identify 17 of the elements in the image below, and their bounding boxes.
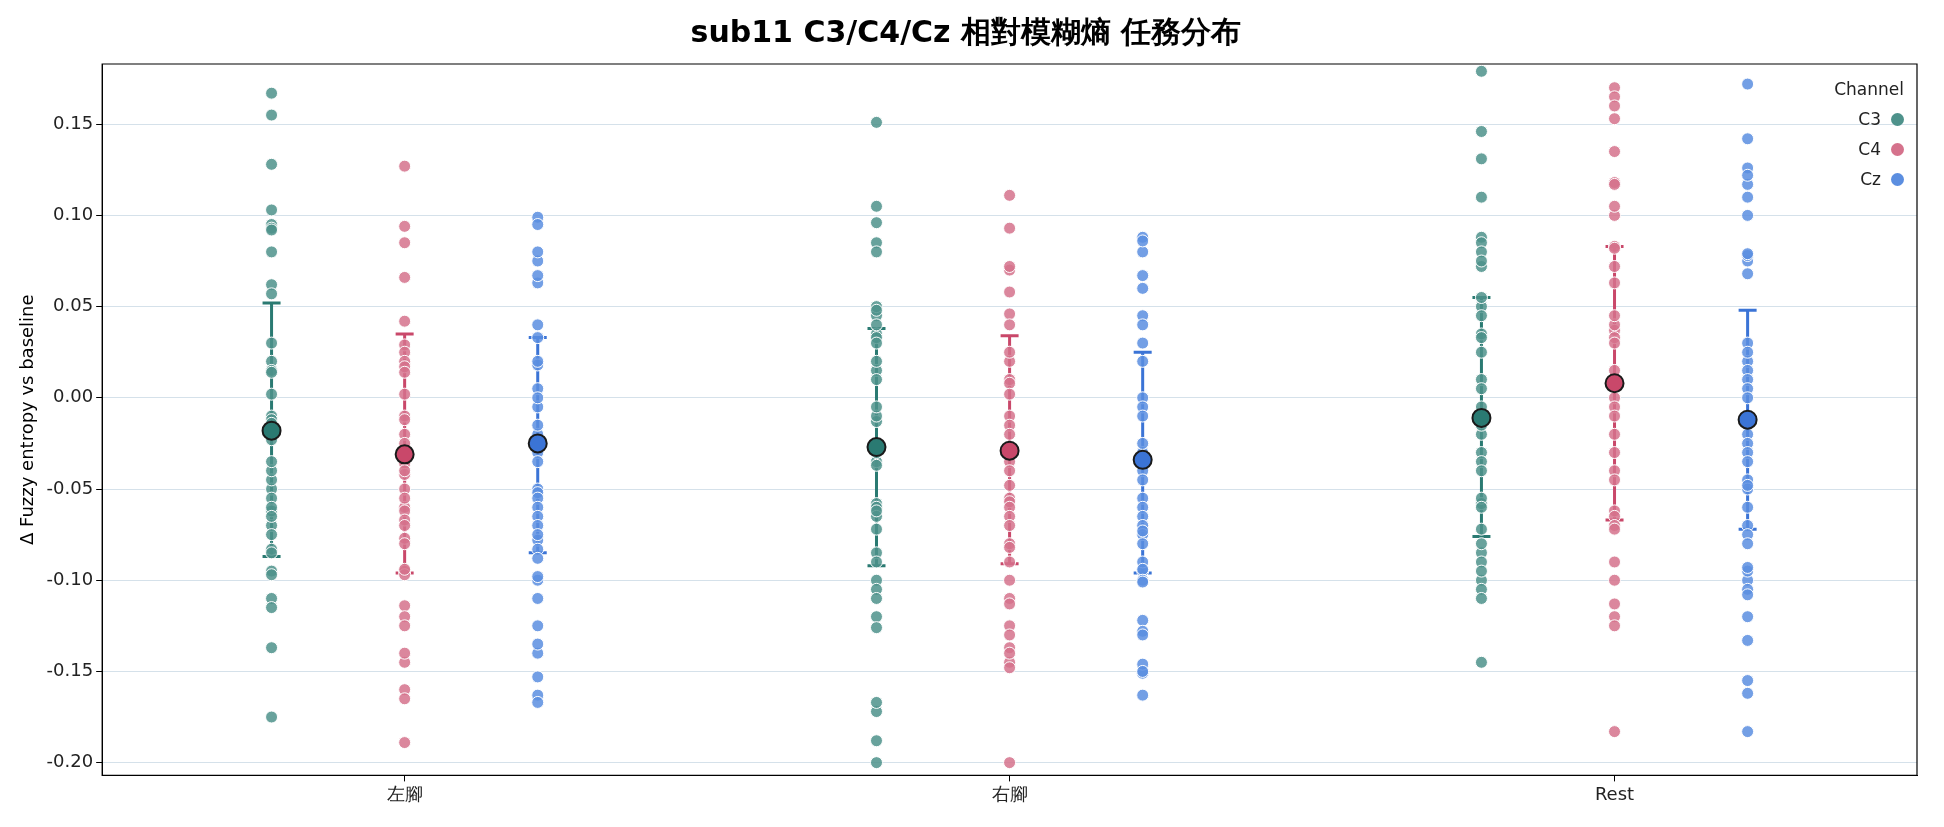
y-tick-label: 0.15 [53, 111, 94, 133]
y-tick-label: -0.05 [46, 476, 94, 498]
chart-title: sub11 C3/C4/Cz 相對模糊熵 任務分布 [690, 13, 1242, 49]
legend-label: C4 [1858, 138, 1881, 161]
y-tick-label: 0.10 [53, 203, 94, 225]
y-tick-label: -0.20 [46, 750, 94, 772]
y-axis-title: Δ Fuzzy entropy vs baseline [16, 294, 38, 545]
y-tick-label: 0.05 [53, 294, 94, 316]
y-tick-label: 0.00 [53, 385, 94, 407]
x-tick-label: 右腳 [991, 782, 1028, 804]
y-tick-label: -0.15 [46, 659, 94, 681]
legend-label: Cz [1860, 168, 1881, 191]
legend-label: C3 [1858, 108, 1881, 131]
x-tick-label: 左腳 [386, 782, 423, 804]
x-tick-label: Rest [1594, 782, 1635, 804]
y-tick-label: -0.10 [46, 567, 94, 589]
legend-title: Channel [1834, 78, 1904, 101]
